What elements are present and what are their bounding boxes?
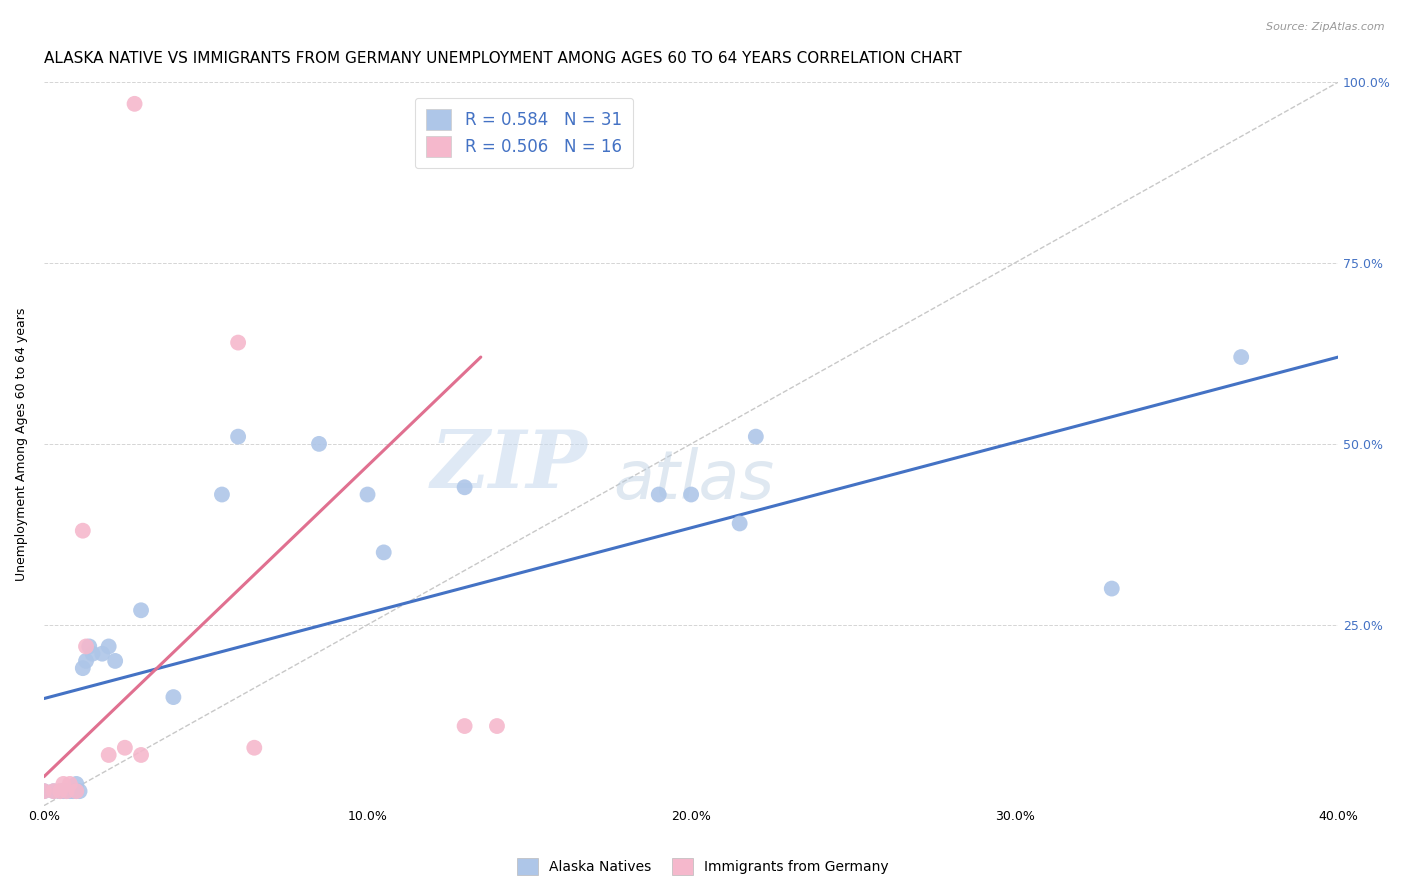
Point [72, 524, 94, 538]
Point [453, 719, 475, 733]
Point [32, 784, 55, 798]
Point [226, 430, 249, 444]
Point [75, 640, 97, 654]
Point [42, 784, 65, 798]
Point [356, 487, 378, 501]
Point [42, 784, 65, 798]
Point [648, 487, 671, 501]
Point [129, 603, 152, 617]
Point [55, 784, 77, 798]
Point [52, 777, 75, 791]
Point [681, 487, 703, 501]
Point [453, 480, 475, 494]
Legend: R = 0.584   N = 31, R = 0.506   N = 16: R = 0.584 N = 31, R = 0.506 N = 16 [415, 98, 634, 169]
Point [104, 654, 127, 668]
Point [52, 784, 75, 798]
Point [1101, 582, 1123, 596]
Point [77, 640, 100, 654]
Point [55, 784, 77, 798]
Point [129, 747, 152, 762]
Point [226, 335, 249, 350]
Point [308, 437, 330, 451]
Point [162, 690, 184, 704]
Text: Source: ZipAtlas.com: Source: ZipAtlas.com [1267, 22, 1385, 32]
Point [114, 740, 136, 755]
Point [59, 777, 82, 791]
Legend: Alaska Natives, Immigrants from Germany: Alaska Natives, Immigrants from Germany [512, 853, 894, 880]
Point [32, 784, 55, 798]
Point [211, 487, 233, 501]
Point [243, 740, 266, 755]
Point [1230, 350, 1253, 364]
Y-axis label: Unemployment Among Ages 60 to 64 years: Unemployment Among Ages 60 to 64 years [15, 307, 28, 581]
Point [49, 784, 72, 798]
Point [82, 647, 104, 661]
Point [49, 784, 72, 798]
Point [97, 747, 120, 762]
Text: ALASKA NATIVE VS IMMIGRANTS FROM GERMANY UNEMPLOYMENT AMONG AGES 60 TO 64 YEARS : ALASKA NATIVE VS IMMIGRANTS FROM GERMANY… [44, 51, 962, 66]
Point [65, 784, 87, 798]
Point [745, 430, 768, 444]
Point [65, 784, 87, 798]
Point [485, 719, 508, 733]
Point [124, 96, 146, 111]
Point [728, 516, 751, 531]
Point [62, 784, 84, 798]
Point [97, 640, 120, 654]
Point [75, 654, 97, 668]
Text: atlas: atlas [613, 447, 775, 513]
Point [72, 661, 94, 675]
Text: ZIP: ZIP [430, 427, 588, 504]
Point [91, 647, 114, 661]
Point [373, 545, 395, 559]
Point [69, 784, 91, 798]
Point [59, 784, 82, 798]
Point [65, 777, 87, 791]
